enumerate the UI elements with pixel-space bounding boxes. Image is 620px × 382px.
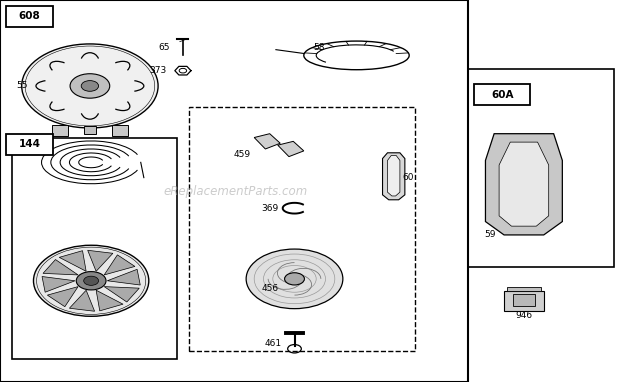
Polygon shape xyxy=(499,142,549,226)
Polygon shape xyxy=(383,153,405,200)
Text: eReplacementParts.com: eReplacementParts.com xyxy=(164,185,308,197)
Circle shape xyxy=(33,245,149,316)
Polygon shape xyxy=(47,286,78,307)
Polygon shape xyxy=(60,251,86,271)
Text: 946: 946 xyxy=(515,311,533,320)
Bar xyxy=(52,125,68,136)
Bar xyxy=(112,125,128,136)
Polygon shape xyxy=(104,286,140,302)
Polygon shape xyxy=(388,155,400,196)
Bar xyxy=(6,6,53,27)
Circle shape xyxy=(81,81,99,91)
Text: 373: 373 xyxy=(149,66,167,75)
Polygon shape xyxy=(42,277,75,292)
Polygon shape xyxy=(43,259,78,275)
Text: 65: 65 xyxy=(159,43,170,52)
Text: 608: 608 xyxy=(19,11,40,21)
Polygon shape xyxy=(87,250,113,271)
Bar xyxy=(507,287,541,291)
Text: 144: 144 xyxy=(19,139,40,149)
Circle shape xyxy=(76,272,106,290)
Polygon shape xyxy=(485,134,562,235)
Circle shape xyxy=(22,44,158,128)
Text: 58: 58 xyxy=(314,43,325,52)
Bar xyxy=(0,0,468,382)
Bar xyxy=(6,134,53,155)
Polygon shape xyxy=(107,269,140,285)
Polygon shape xyxy=(278,141,304,157)
Circle shape xyxy=(246,249,343,309)
Polygon shape xyxy=(104,255,135,275)
Circle shape xyxy=(84,276,99,285)
Text: 55: 55 xyxy=(16,81,27,91)
Bar xyxy=(513,294,535,306)
Bar xyxy=(189,107,415,351)
Bar xyxy=(468,69,614,267)
Polygon shape xyxy=(96,290,123,311)
Bar xyxy=(84,126,96,134)
Bar xyxy=(474,84,530,105)
Text: 59: 59 xyxy=(484,230,495,240)
Text: 60: 60 xyxy=(402,173,414,182)
Polygon shape xyxy=(69,290,95,311)
Text: 461: 461 xyxy=(264,339,281,348)
Polygon shape xyxy=(254,134,280,149)
Text: 369: 369 xyxy=(261,204,278,213)
Circle shape xyxy=(70,74,110,98)
Text: 60A: 60A xyxy=(491,89,513,100)
Text: 456: 456 xyxy=(261,284,278,293)
Circle shape xyxy=(285,273,304,285)
Bar xyxy=(504,291,544,311)
Text: 459: 459 xyxy=(233,150,250,159)
Bar xyxy=(12,138,177,359)
